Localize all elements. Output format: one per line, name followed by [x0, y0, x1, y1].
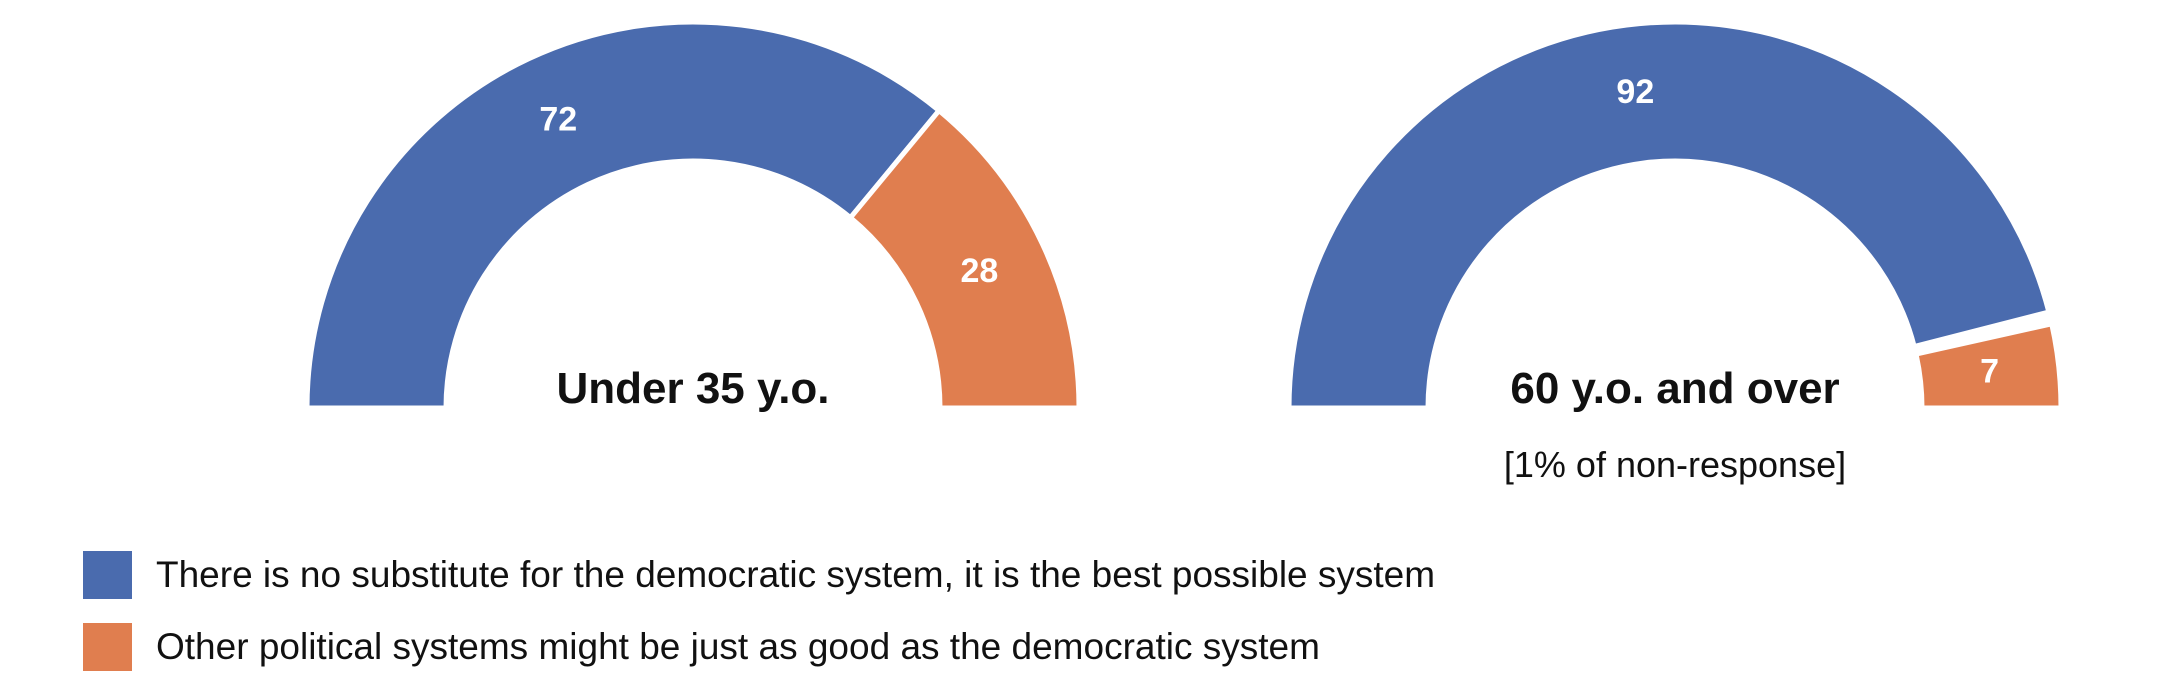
- data-label: 7: [1980, 352, 1999, 390]
- legend-item-others-as-good: Other political systems might be just as…: [83, 623, 1435, 671]
- gauge-segment-others-as-good: [846, 107, 1082, 411]
- legend-swatch-orange: [83, 623, 132, 671]
- gauge-note: [1% of non-response]: [1504, 444, 1846, 485]
- gauge-segment-best-system: [304, 19, 943, 411]
- legend-label: Other political systems might be just as…: [156, 626, 1320, 667]
- gauge-segment-best-system: [1286, 19, 2052, 411]
- legend-label: There is no substitute for the democrati…: [156, 554, 1436, 595]
- gauge-title: 60 y.o. and over: [1510, 364, 1839, 413]
- legend: There is no substitute for the democrati…: [83, 551, 1435, 695]
- gauge-segment-others-as-good: [1913, 320, 2064, 411]
- gauge-title: Under 35 y.o.: [556, 364, 829, 413]
- data-label: 28: [960, 252, 998, 290]
- legend-item-best-system: There is no substitute for the democrati…: [83, 551, 1435, 599]
- legend-swatch-blue: [83, 551, 132, 599]
- data-label: 72: [539, 101, 577, 139]
- data-label: 92: [1616, 73, 1654, 111]
